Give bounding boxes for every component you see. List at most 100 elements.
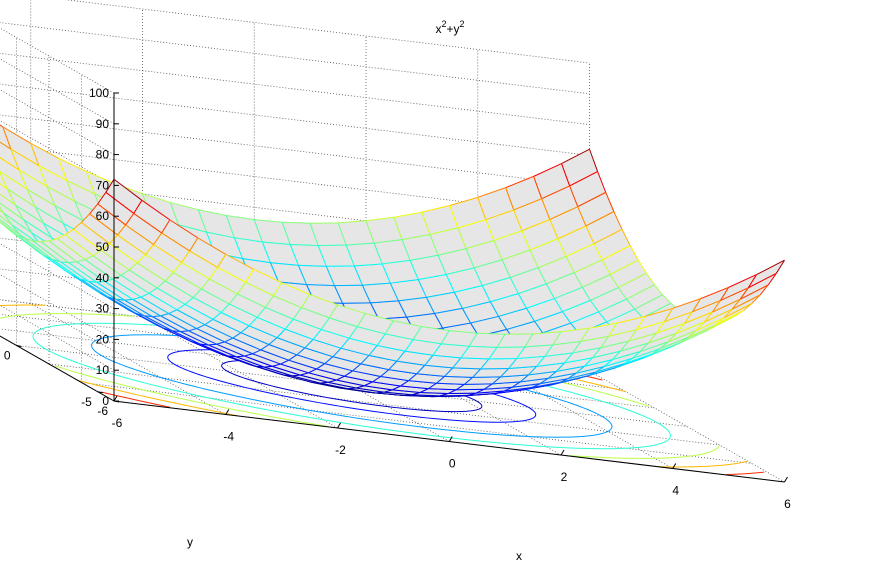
z-tick-label: 50: [96, 240, 110, 254]
mesh-edge: [616, 316, 645, 324]
mesh-edge: [595, 366, 605, 373]
mesh-edge: [248, 316, 258, 327]
mesh-edge: [692, 299, 721, 313]
surface-face: [76, 259, 113, 282]
mesh-edge: [667, 332, 677, 343]
surface-face: [338, 220, 375, 246]
mesh-edge: [225, 215, 235, 238]
mesh-edge: [26, 188, 56, 207]
surface-face: [313, 329, 350, 349]
mesh-edge: [0, 183, 8, 190]
mesh-edge: [554, 286, 583, 299]
mesh-edge: [481, 285, 491, 303]
mesh-edge: [592, 347, 602, 359]
surface-face: [484, 381, 521, 390]
surface-face: [305, 339, 342, 357]
mesh-edge: [152, 316, 181, 333]
surface-face: [221, 303, 258, 326]
mesh-edge: [18, 169, 28, 190]
surface-face: [584, 351, 621, 367]
mesh-edge: [759, 284, 769, 296]
mesh-edge: [282, 221, 311, 224]
mesh-edge: [662, 294, 672, 304]
mesh-edge: [510, 267, 539, 278]
mesh-edge: [74, 201, 84, 221]
surface-face: [354, 263, 391, 286]
mesh-edge: [472, 368, 482, 378]
mesh-edge: [376, 333, 386, 346]
mesh-edge: [308, 372, 337, 381]
mesh-edge: [585, 211, 615, 227]
mesh-edge: [188, 330, 217, 345]
surface-face: [530, 238, 567, 268]
surface-face: [229, 293, 266, 318]
mesh-edge: [125, 224, 154, 245]
mesh-edge: [562, 311, 572, 324]
mesh-edge: [557, 225, 587, 240]
mesh-edge: [552, 340, 581, 346]
mesh-edge: [388, 360, 398, 370]
mesh-edge: [715, 309, 745, 326]
mesh-edge: [256, 365, 285, 376]
mesh-edge: [520, 374, 529, 383]
mesh-edge: [404, 395, 433, 398]
mesh-edge: [410, 254, 439, 261]
mesh-edge: [570, 311, 599, 324]
mesh-edge: [608, 329, 637, 337]
surface-face: [402, 234, 439, 261]
mesh-edge: [212, 318, 242, 334]
surface-face: [113, 275, 150, 298]
surface-face: [149, 287, 186, 310]
mesh-edge: [200, 278, 210, 290]
mesh-edge: [0, 193, 16, 206]
mesh-edge: [449, 205, 459, 229]
mesh-edge: [168, 313, 198, 329]
chart-title: x2+y2: [435, 19, 464, 36]
mesh-edge: [628, 329, 638, 342]
surface-face: [217, 254, 254, 283]
mesh-edge: [645, 272, 655, 286]
surface-face: [344, 370, 381, 382]
mesh-edge: [189, 237, 199, 252]
mesh-edge: [245, 281, 274, 297]
mesh-edge: [498, 316, 508, 330]
mesh-edge: [526, 307, 536, 322]
mesh-edge: [577, 191, 606, 208]
mesh-edge: [392, 385, 401, 391]
mesh-edge: [133, 200, 143, 214]
surface-face: [720, 274, 757, 301]
x-axis-label: x: [516, 549, 522, 563]
mesh-edge: [38, 165, 68, 182]
surface-face: [398, 297, 435, 318]
z-tick-label: 0: [102, 394, 109, 408]
mesh-edge: [160, 315, 189, 332]
surface-face: [180, 330, 217, 345]
mesh-edge: [281, 222, 291, 245]
mesh-edge: [116, 298, 125, 301]
surface-face: [308, 368, 345, 381]
mesh-edge: [356, 385, 365, 389]
mesh-edge: [626, 284, 655, 300]
mesh-edge: [6, 188, 16, 206]
mesh-edge: [496, 334, 506, 348]
mesh-edge: [464, 377, 473, 385]
mesh-edge: [338, 220, 367, 224]
mesh-edge: [264, 366, 293, 377]
mesh-edge: [438, 248, 467, 256]
surface-face: [580, 323, 617, 342]
mesh-edge: [336, 379, 365, 387]
title-part: x: [435, 22, 441, 36]
mesh-edge: [7, 188, 36, 208]
mesh-edge: [668, 330, 697, 343]
surface-face: [224, 338, 261, 354]
z-tick-label: 100: [89, 86, 109, 100]
mesh-edge: [556, 362, 565, 372]
surface-face: [480, 358, 517, 369]
surface-face: [528, 362, 565, 375]
mesh-edge: [68, 262, 98, 283]
mesh-edge: [437, 255, 447, 275]
mesh-edge: [676, 321, 705, 334]
mesh-edge: [541, 198, 551, 220]
mesh-edge: [404, 339, 414, 352]
mesh-edge: [264, 365, 273, 368]
